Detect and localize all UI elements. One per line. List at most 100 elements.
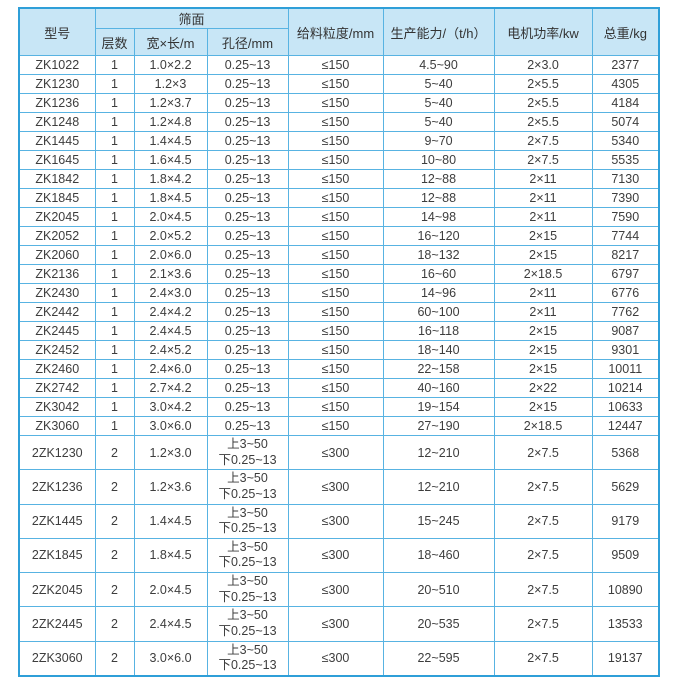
cell-feed-size: ≤150 (287, 131, 384, 151)
cell-motor-power: 2×18.5 (493, 416, 593, 436)
table-row: ZK1230 1 1.2×3 0.25~13 ≤150 5~40 2×5.5 4305 (18, 74, 660, 94)
cell-layers: 1 (94, 321, 135, 341)
cell-width-length: 2.1×3.6 (133, 264, 208, 284)
cell-width-length: 2.4×4.5 (133, 321, 208, 341)
cell-feed-size: ≤150 (287, 302, 384, 322)
cell-width-length: 1.2×3.7 (133, 93, 208, 113)
cell-aperture: 0.25~13 (206, 283, 289, 303)
cell-weight: 7762 (591, 302, 660, 322)
cell-feed-size: ≤300 (287, 537, 384, 574)
cell-weight: 5340 (591, 131, 660, 151)
cell-weight: 8217 (591, 245, 660, 265)
header-row-top: 型号 筛面 给料粒度/mm 生产能力/（t/h） 电机功率/kw 总重/kg (18, 7, 660, 56)
table-row: ZK2136 1 2.1×3.6 0.25~13 ≤150 16~60 2×18.5 6797 (18, 264, 660, 284)
cell-capacity: 18~140 (382, 340, 495, 360)
cell-aperture: 上3~50 下0.25~13 (206, 469, 289, 505)
cell-motor-power: 2×15 (493, 226, 593, 246)
cell-layers: 2 (94, 469, 135, 505)
cell-feed-size: ≤300 (287, 434, 384, 471)
cell-aperture: 上3~50 下0.25~13 (206, 434, 289, 471)
cell-layers: 1 (94, 207, 135, 227)
cell-layers: 2 (94, 606, 135, 642)
cell-feed-size: ≤300 (287, 640, 384, 677)
cell-model: ZK2442 (18, 302, 96, 322)
cell-model: 2ZK3060 (18, 640, 96, 677)
cell-capacity: 60~100 (382, 302, 495, 322)
cell-capacity: 20~535 (382, 606, 495, 642)
cell-aperture: 0.25~13 (206, 416, 289, 436)
cell-motor-power: 2×7.5 (493, 131, 593, 151)
table-row: ZK2060 1 2.0×6.0 0.25~13 ≤150 18~132 2×15 8217 (18, 245, 660, 265)
cell-feed-size: ≤150 (287, 207, 384, 227)
cell-model: ZK1845 (18, 188, 96, 208)
cell-width-length: 1.2×3.0 (133, 434, 208, 471)
cell-capacity: 5~40 (382, 93, 495, 113)
cell-feed-size: ≤150 (287, 150, 384, 170)
cell-weight: 4184 (591, 93, 660, 113)
cell-layers: 1 (94, 359, 135, 379)
header-screen-surface: 筛面 (94, 7, 289, 29)
cell-aperture: 0.25~13 (206, 112, 289, 132)
cell-aperture: 0.25~13 (206, 150, 289, 170)
cell-layers: 1 (94, 302, 135, 322)
cell-aperture: 0.25~13 (206, 264, 289, 284)
cell-motor-power: 2×15 (493, 340, 593, 360)
cell-model: ZK2445 (18, 321, 96, 341)
cell-layers: 1 (94, 188, 135, 208)
cell-feed-size: ≤150 (287, 93, 384, 113)
cell-capacity: 14~98 (382, 207, 495, 227)
cell-capacity: 9~70 (382, 131, 495, 151)
cell-feed-size: ≤150 (287, 188, 384, 208)
cell-layers: 2 (94, 434, 135, 471)
cell-aperture: 0.25~13 (206, 226, 289, 246)
cell-motor-power: 2×3.0 (493, 55, 593, 75)
table-row: ZK1445 1 1.4×4.5 0.25~13 ≤150 9~70 2×7.5 5340 (18, 131, 660, 151)
cell-width-length: 2.0×6.0 (133, 245, 208, 265)
cell-width-length: 1.2×4.8 (133, 112, 208, 132)
cell-weight: 13533 (591, 606, 660, 642)
cell-motor-power: 2×7.5 (493, 434, 593, 471)
cell-width-length: 1.4×4.5 (133, 131, 208, 151)
cell-model: 2ZK2045 (18, 571, 96, 608)
cell-capacity: 12~88 (382, 188, 495, 208)
cell-width-length: 2.4×4.5 (133, 606, 208, 642)
cell-aperture: 上3~50 下0.25~13 (206, 640, 289, 677)
cell-aperture: 0.25~13 (206, 207, 289, 227)
cell-capacity: 15~245 (382, 503, 495, 539)
cell-layers: 1 (94, 131, 135, 151)
cell-feed-size: ≤300 (287, 469, 384, 505)
cell-capacity: 10~80 (382, 150, 495, 170)
cell-model: ZK2452 (18, 340, 96, 360)
cell-aperture: 0.25~13 (206, 302, 289, 322)
cell-aperture: 0.25~13 (206, 169, 289, 189)
table-header: 型号 筛面 给料粒度/mm 生产能力/（t/h） 电机功率/kw 总重/kg 层… (18, 7, 660, 56)
cell-feed-size: ≤150 (287, 264, 384, 284)
cell-model: ZK1445 (18, 131, 96, 151)
cell-capacity: 19~154 (382, 397, 495, 417)
cell-feed-size: ≤150 (287, 378, 384, 398)
cell-layers: 2 (94, 503, 135, 539)
cell-aperture: 0.25~13 (206, 378, 289, 398)
cell-weight: 9179 (591, 503, 660, 539)
cell-weight: 9301 (591, 340, 660, 360)
cell-weight: 19137 (591, 640, 660, 677)
cell-model: 2ZK1230 (18, 434, 96, 471)
cell-motor-power: 2×11 (493, 283, 593, 303)
cell-capacity: 40~160 (382, 378, 495, 398)
cell-feed-size: ≤150 (287, 112, 384, 132)
cell-layers: 1 (94, 169, 135, 189)
table-row: ZK1236 1 1.2×3.7 0.25~13 ≤150 5~40 2×5.5 4184 (18, 93, 660, 113)
cell-model: ZK1645 (18, 150, 96, 170)
table-row: ZK1248 1 1.2×4.8 0.25~13 ≤150 5~40 2×5.5 5074 (18, 112, 660, 132)
cell-motor-power: 2×7.5 (493, 606, 593, 642)
cell-width-length: 2.4×6.0 (133, 359, 208, 379)
cell-model: ZK2742 (18, 378, 96, 398)
cell-weight: 10633 (591, 397, 660, 417)
cell-capacity: 5~40 (382, 112, 495, 132)
cell-feed-size: ≤300 (287, 571, 384, 608)
cell-model: ZK1230 (18, 74, 96, 94)
cell-aperture: 0.25~13 (206, 397, 289, 417)
cell-layers: 2 (94, 537, 135, 574)
cell-layers: 1 (94, 416, 135, 436)
